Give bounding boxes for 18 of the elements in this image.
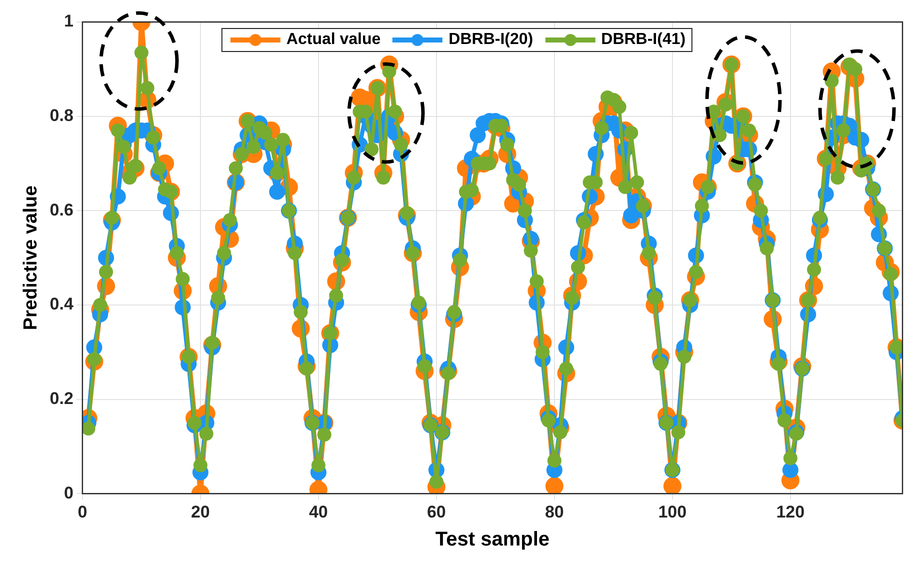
y-tick-label: 0 xyxy=(64,483,74,502)
x-tick-label: 80 xyxy=(544,502,564,522)
x-tick-label: 0 xyxy=(78,502,88,522)
y-tick-label: 1 xyxy=(64,12,74,31)
x-tick-label: 100 xyxy=(658,502,687,522)
x-tick-label: 120 xyxy=(776,502,805,522)
x-tick-label: 60 xyxy=(426,502,446,522)
y-axis-title: Predictive value xyxy=(20,185,42,330)
legend-label: DBRB-I(41) xyxy=(601,31,686,49)
y-tick-label: 0.4 xyxy=(50,294,74,314)
legend-label: Actual value xyxy=(286,31,381,49)
y-tick-label: 0.8 xyxy=(50,106,74,126)
x-tick-label: 20 xyxy=(190,502,210,522)
legend-label: DBRB-I(20) xyxy=(448,31,534,49)
x-tick-label: 40 xyxy=(308,502,328,522)
y-tick-label: 0.6 xyxy=(50,200,74,220)
x-axis-title: Test sample xyxy=(435,528,550,551)
y-tick-label: 0.2 xyxy=(50,388,74,408)
